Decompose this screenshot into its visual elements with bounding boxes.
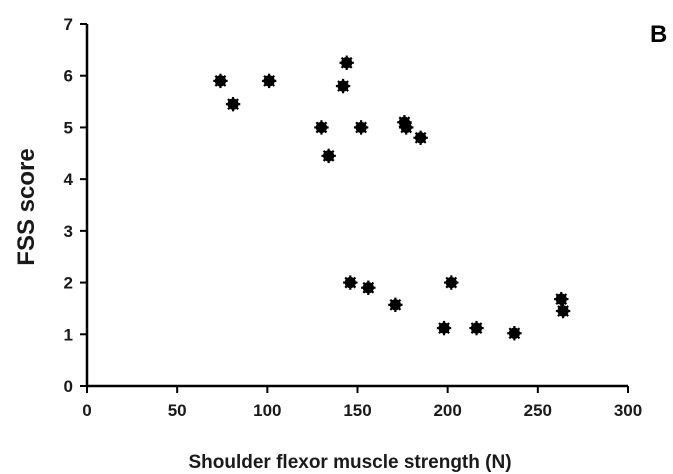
y-tick-label: 7 — [64, 15, 73, 34]
x-tick-label: 50 — [168, 401, 187, 420]
data-point — [507, 326, 522, 341]
y-tick-label: 1 — [64, 325, 73, 344]
data-point — [353, 120, 369, 135]
x-tick-label: 150 — [343, 401, 371, 420]
x-axis-ticks: 0 50 100 150 200 250 300 — [82, 386, 642, 420]
y-tick-label: 4 — [64, 170, 74, 189]
y-axis-title: FSS score — [13, 148, 40, 265]
panel-label: B — [650, 21, 667, 48]
data-point — [225, 96, 241, 112]
data-point — [555, 303, 571, 319]
data-point — [444, 275, 459, 290]
data-point — [554, 291, 569, 307]
data-point — [213, 73, 228, 89]
data-point — [469, 320, 484, 336]
data-point — [398, 120, 414, 135]
data-points — [213, 55, 571, 341]
x-tick-label: 0 — [82, 401, 91, 420]
axes — [85, 24, 628, 388]
y-tick-label: 5 — [64, 118, 73, 137]
data-point — [314, 120, 329, 135]
data-point — [321, 148, 336, 164]
x-axis-title: Shoulder flexor muscle strength (N) — [188, 452, 511, 473]
data-point — [261, 73, 277, 89]
data-point — [335, 78, 351, 94]
x-tick-label: 250 — [524, 401, 552, 420]
data-point — [436, 320, 452, 336]
data-point — [339, 55, 354, 70]
x-tick-label: 100 — [253, 401, 281, 420]
y-tick-label: 0 — [64, 377, 73, 396]
x-tick-label: 200 — [433, 401, 461, 420]
x-tick-label: 300 — [614, 401, 642, 420]
data-point — [413, 130, 428, 145]
y-axis-ticks: 0 1 2 3 4 5 6 7 — [64, 15, 87, 396]
data-point — [361, 280, 376, 295]
data-point — [388, 297, 403, 313]
y-tick-label: 6 — [64, 67, 73, 86]
data-point — [343, 275, 358, 290]
y-tick-label: 2 — [64, 274, 73, 293]
y-tick-label: 3 — [64, 222, 73, 241]
